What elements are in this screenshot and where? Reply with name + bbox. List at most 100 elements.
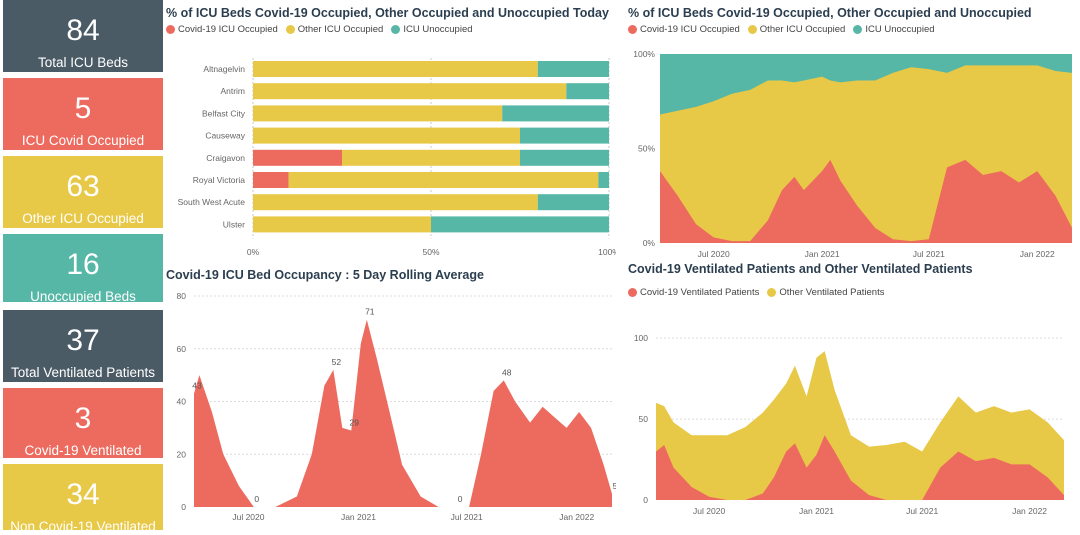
kpi-card: 3 Covid-19 Ventilated bbox=[3, 388, 163, 458]
legend: Covid-19 ICU Occupied Other ICU Occupied I… bbox=[166, 24, 473, 35]
x-tick-label: 50% bbox=[422, 247, 439, 257]
legend-label: Covid-19 ICU Occupied bbox=[640, 24, 740, 35]
panel-rolling-average: Covid-19 ICU Bed Occupancy : 5 Day Rolli… bbox=[166, 262, 616, 530]
x-tick-label: Jan 2021 bbox=[341, 512, 376, 522]
kpi-card: 84 Total ICU Beds bbox=[3, 0, 163, 72]
data-label: 5 bbox=[613, 481, 616, 491]
y-tick-label: 100% bbox=[633, 49, 655, 59]
x-tick-label: 0% bbox=[247, 247, 260, 257]
y-tick-label: 40 bbox=[177, 397, 187, 407]
chart-percent-area: 0% 50% 100% Jul 2020 Jan 2021 Jul 2021 Jan 202… bbox=[633, 49, 1072, 259]
kpi-card: 16 Unoccupied Beds bbox=[3, 234, 163, 304]
y-tick-label: 0 bbox=[181, 502, 186, 512]
legend-item[interactable]: Other Ventilated Patients bbox=[767, 287, 884, 298]
legend-item[interactable]: ICU Unoccupied bbox=[391, 24, 473, 35]
chart-title: % of ICU Beds Covid-19 Occupied, Other O… bbox=[166, 6, 609, 20]
kpi-value: 34 bbox=[66, 478, 100, 511]
y-tick-label: 20 bbox=[177, 449, 187, 459]
bar-segment bbox=[253, 83, 567, 100]
kpi-value: 84 bbox=[66, 14, 100, 47]
y-tick-label: Ulster bbox=[223, 219, 245, 229]
kpi-value: 3 bbox=[74, 402, 92, 435]
legend-item[interactable]: Covid-19 ICU Occupied bbox=[628, 24, 740, 35]
legend-item[interactable]: ICU Unoccupied bbox=[853, 24, 935, 35]
kpi-value: 16 bbox=[66, 248, 100, 281]
x-tick-label: 100% bbox=[598, 247, 616, 257]
y-tick-label: Belfast City bbox=[202, 108, 246, 118]
y-tick-label: Antrim bbox=[220, 86, 245, 96]
legend-label: ICU Unoccupied bbox=[865, 24, 935, 35]
y-tick-label: 80 bbox=[177, 291, 187, 301]
legend-swatch bbox=[391, 25, 401, 34]
kpi-card: 5 ICU Covid Occupied bbox=[3, 78, 163, 150]
y-tick-label: Causeway bbox=[205, 131, 245, 141]
legend-label: Covid-19 ICU Occupied bbox=[178, 24, 278, 35]
y-tick-label: 100 bbox=[634, 333, 648, 343]
legend-swatch bbox=[285, 25, 295, 34]
legend-label: Other ICU Occupied bbox=[297, 24, 384, 35]
legend-item[interactable]: Covid-19 ICU Occupied bbox=[166, 24, 278, 35]
bar-segment bbox=[253, 105, 503, 122]
legend-swatch bbox=[628, 288, 637, 297]
legend-label: Other Ventilated Patients bbox=[779, 287, 885, 298]
legend-label: Other ICU Occupied bbox=[759, 24, 846, 35]
kpi-value: 5 bbox=[74, 92, 92, 125]
bar-segment bbox=[537, 61, 609, 77]
x-tick-label: Jul 2020 bbox=[232, 512, 264, 522]
chart-ventilated: 0 50 100 Jul 2020 Jan 2021 Jul 2021 Jan 2022 bbox=[634, 333, 1064, 516]
bar-segment bbox=[253, 216, 431, 233]
y-tick-label: 50 bbox=[639, 414, 649, 424]
legend: Covid-19 Ventilated Patients Other Ventil… bbox=[628, 287, 884, 298]
bar-segment bbox=[253, 149, 342, 166]
legend-item[interactable]: Other ICU Occupied bbox=[285, 24, 384, 35]
bar-segment bbox=[431, 216, 609, 233]
area-covid-ventilated bbox=[656, 435, 1064, 500]
kpi-label: Covid-19 Ventilated bbox=[24, 443, 142, 458]
bar-segment bbox=[253, 194, 538, 211]
legend-label: ICU Unoccupied bbox=[403, 24, 473, 35]
x-tick-label: Jul 2021 bbox=[451, 512, 483, 522]
y-tick-label: Royal Victoria bbox=[193, 175, 246, 185]
legend-item[interactable]: Other ICU Occupied bbox=[747, 24, 846, 35]
panel-ventilated: Covid-19 Ventilated Patients and Other V… bbox=[628, 262, 1078, 530]
kpi-card: 34 Non Covid-19 Ventilated bbox=[3, 464, 163, 534]
bar-segment bbox=[253, 61, 538, 77]
data-label: 71 bbox=[365, 307, 375, 317]
bar-segment bbox=[598, 172, 609, 188]
data-label: 52 bbox=[332, 357, 342, 367]
x-tick-label: Jan 2022 bbox=[1020, 249, 1055, 259]
panel-today-bars: % of ICU Beds Covid-19 Occupied, Other O… bbox=[166, 0, 616, 262]
kpi-label: Unoccupied Beds bbox=[30, 289, 136, 304]
kpi-label: Total Ventilated Patients bbox=[10, 365, 156, 380]
x-tick-label: Jul 2021 bbox=[906, 506, 938, 516]
kpi-card: 63 Other ICU Occupied bbox=[3, 156, 163, 228]
x-tick-label: Jul 2020 bbox=[693, 506, 725, 516]
chart-title: Covid-19 Ventilated Patients and Other V… bbox=[628, 262, 973, 276]
legend-swatch bbox=[853, 25, 863, 34]
kpi-label: Other ICU Occupied bbox=[22, 211, 144, 226]
bar-segment bbox=[520, 149, 609, 166]
kpi-label: Total ICU Beds bbox=[37, 55, 129, 70]
y-tick-label: 0% bbox=[643, 238, 656, 248]
bar-segment bbox=[253, 172, 289, 188]
y-tick-label: 60 bbox=[177, 344, 187, 354]
legend-swatch bbox=[767, 288, 777, 297]
kpi-value: 63 bbox=[66, 170, 100, 203]
legend-item[interactable]: Covid-19 Ventilated Patients bbox=[628, 287, 759, 298]
bar-segment bbox=[502, 105, 609, 122]
data-label: 29 bbox=[350, 418, 360, 428]
bar-segment bbox=[253, 127, 520, 144]
legend-swatch bbox=[747, 25, 757, 34]
x-tick-label: Jul 2021 bbox=[913, 249, 945, 259]
data-label: 48 bbox=[502, 367, 512, 377]
kpi-label: ICU Covid Occupied bbox=[21, 133, 145, 148]
x-tick-label: Jan 2022 bbox=[1012, 506, 1047, 516]
bar-segment bbox=[520, 127, 609, 144]
data-label: 0 bbox=[254, 494, 259, 504]
legend-label: Covid-19 Ventilated Patients bbox=[640, 287, 760, 298]
panel-percent-area: % of ICU Beds Covid-19 Occupied, Other O… bbox=[628, 0, 1078, 262]
x-tick-label: Jan 2021 bbox=[799, 506, 834, 516]
kpi-value: 37 bbox=[66, 324, 100, 357]
data-label: 43 bbox=[192, 381, 202, 391]
x-tick-label: Jan 2021 bbox=[805, 249, 840, 259]
